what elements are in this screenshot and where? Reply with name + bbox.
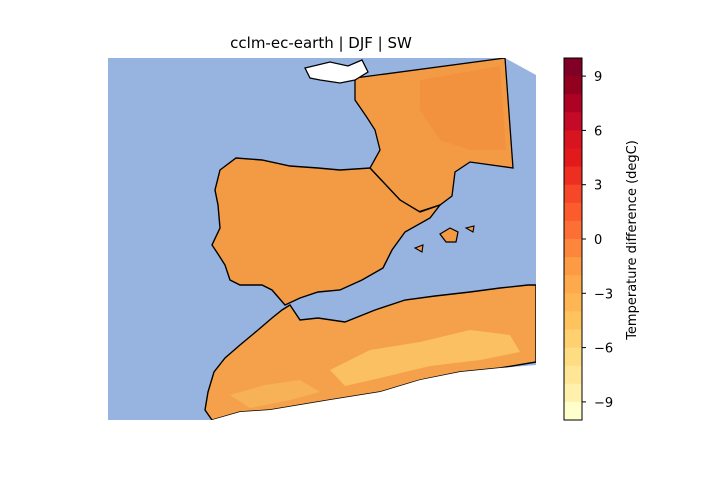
outside-domain-top: [300, 58, 536, 75]
colorbar-segment: [564, 365, 582, 385]
colorbar-segment: [564, 184, 582, 204]
colorbar-segment: [564, 94, 582, 113]
colorbar-segment: [564, 383, 582, 403]
colorbar-segment: [564, 112, 582, 131]
colorbar-segment: [564, 148, 582, 168]
colorbar-tick-label: 3: [594, 179, 602, 194]
colorbar-segment: [564, 58, 582, 77]
colorbar-segment: [564, 311, 582, 330]
colorbar-segment: [564, 329, 582, 349]
menorca-island: [464, 225, 475, 233]
colorbar-segment: [564, 76, 582, 95]
colorbar-segment: [564, 347, 582, 367]
ibiza-island: [413, 244, 424, 253]
colorbar-tick-label: −9: [594, 396, 613, 411]
iberia-land: [211, 157, 442, 306]
colorbar: 9 6 3 0 −3 −6 −9: [563, 57, 613, 421]
north-africa-cool-patch: [330, 330, 520, 386]
colorbar-segment: [564, 202, 582, 222]
outside-domain-bottom: [200, 365, 536, 420]
colorbar-segment: [564, 257, 582, 276]
map-title: cclm-ec-earth | DJF | SW: [230, 34, 412, 52]
colorbar-segment: [564, 130, 582, 149]
colorbar-segment: [564, 401, 582, 421]
colorbar-tick-label: −6: [594, 342, 613, 357]
colorbar-tick-label: 6: [594, 124, 602, 139]
colorbar-tick-label: 9: [594, 70, 602, 85]
colorbar-label: Temperature difference (degC): [625, 140, 640, 341]
mallorca-island: [439, 227, 459, 243]
france-warm-patch: [420, 66, 506, 150]
colorbar-segment: [564, 166, 582, 186]
morocco-cool-patch: [230, 380, 320, 408]
colorbar-tick-label: −3: [594, 287, 613, 302]
colorbar-segment: [564, 275, 582, 294]
colorbar-segment: [564, 293, 582, 312]
colorbar-segment: [564, 239, 582, 258]
map-axes: [108, 58, 536, 420]
colorbar-tick-label: 0: [594, 233, 602, 248]
colorbar-segment: [564, 220, 582, 240]
brittany-outside-domain: [304, 59, 369, 84]
